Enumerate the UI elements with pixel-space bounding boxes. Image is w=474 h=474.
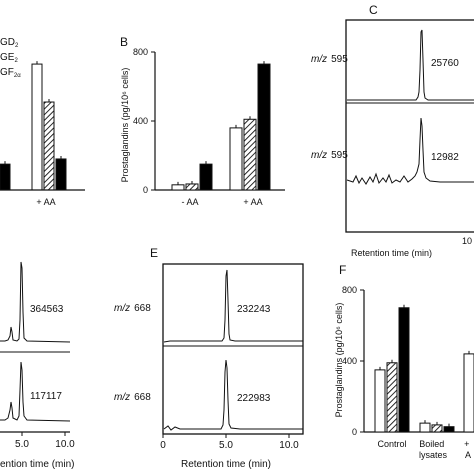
panel-f-bar-control-open [374,369,386,433]
panel-e-trace-1 [163,269,303,343]
panel-b: B Prostaglandins (pg/10⁶ cells) 0 400 80… [120,35,285,207]
panel-b-bar-minus-aa-hatched [185,183,199,191]
legend-gf2a: GF2α [0,67,21,79]
panel-d: 364563 117117 5.0 10.0 ention time (min) [0,261,75,470]
panel-a-bars [0,61,67,191]
panel-d-xtick-5: 5.0 [15,439,29,450]
panel-f-xcat-boiled-line1: Boiled [419,439,444,449]
panel-c-letter: C [369,3,378,17]
panel-c-xtick-10: 10 [462,236,472,246]
panel-e-area-2: 222983 [237,393,271,404]
panel-f-ytick-0: 0 [352,427,357,437]
panel-a-bar-plus-aa-hatched [43,101,55,191]
panel-c-mz-2: m/z 595 [311,150,348,161]
panel-a-bar-plus-aa-open [31,63,43,191]
panel-c-area-2: 12982 [431,152,459,163]
panel-b-bar-plus-aa-hatched [243,118,257,191]
panel-f-ytick-800: 800 [342,285,357,295]
panel-b-letter: B [120,35,128,49]
panel-f-bar-control-black [398,307,410,433]
panel-a-xcat: + AA [36,197,55,207]
panel-e-xtick-5: 5.0 [219,440,233,451]
panel-f-xcat-plus: + A [464,439,472,460]
panel-e-xtick-0: 0 [160,440,166,451]
panel-f-bar-boiled-black [443,426,455,433]
panel-c-trace-2 [346,117,474,185]
panel-d-trace-1 [0,261,71,343]
panel-f-letter: F [339,263,346,277]
panel-e-letter: E [150,246,158,260]
panel-d-trace-2 [0,361,71,422]
panel-a-legend: GD2 GE2 GF2α [0,37,21,79]
panel-c-area-1: 25760 [431,58,459,69]
panel-c-xlabel: Retention time (min) [351,248,432,258]
panel-b-ytick-800: 800 [133,47,148,57]
panel-b-bar-plus-aa-open [229,127,243,191]
panel-c-frame [345,19,474,233]
panel-e-xlabel: Retention time (min) [181,459,271,470]
panel-c-trace-1 [347,29,474,101]
panel-a-bar-plus-aa-black [55,158,67,191]
legend-gd2: GD2 [0,37,19,49]
panel-e: E m/z 668 m/z 668 232243 222983 0 5.0 10.0… [114,246,304,470]
panel-b-ylabel: Prostaglandins (pg/10⁶ cells) [120,68,130,183]
panel-b-ytick-0: 0 [143,185,148,195]
panel-b-ytick-400: 400 [133,116,148,126]
panel-d-xlabel: ention time (min) [0,459,74,470]
panel-b-xcat-minus-aa: - AA [181,197,198,207]
panel-c-mz-1: m/z 595 [311,54,348,65]
panel-f-xcat-plus-line1: + [464,439,469,449]
panel-f: F Prostaglandins (pg/10⁶ cells) 0 400 80… [334,263,474,460]
panel-d-xtick-10: 10.0 [55,439,75,450]
panel-f-ytick-400: 400 [342,356,357,366]
legend-ge2: GE2 [0,52,18,64]
panel-b-bars [171,61,271,191]
panel-f-xcat-control: Control [377,439,406,449]
panel-b-yticks: 0 400 800 [133,47,155,195]
panel-f-bar-plus-open [463,353,474,433]
panel-e-mz-2: m/z 668 [114,392,151,403]
panel-f-bar-control-hatched [386,362,398,433]
panel-d-area-2: 117117 [30,391,62,402]
panel-a: GD2 GE2 GF2α + AA [0,37,85,207]
panel-f-bar-boiled-open [419,422,431,433]
panel-e-xtick-10: 10.0 [279,440,299,451]
panel-f-xcat-boiled: Boiled lysates [419,439,448,460]
panel-e-trace-2 [163,359,303,431]
panel-d-area-1: 364563 [30,304,64,315]
panel-a-bar-minus-aa-black [0,163,11,191]
panel-b-bar-minus-aa-black [199,163,213,191]
panel-f-xcat-plus-line2: A [465,450,471,460]
panel-c: C m/z 595 m/z 595 25760 12982 10 Retention… [311,3,474,258]
panel-e-mz-1: m/z 668 [114,303,151,314]
panel-f-yticks: 0 400 800 [342,285,364,437]
panel-f-xcat-boiled-line2: lysates [419,450,448,460]
panel-b-xcat-plus-aa: + AA [243,197,262,207]
panel-e-area-1: 232243 [237,304,271,315]
panel-b-bar-minus-aa-open [171,184,185,191]
panel-f-bar-boiled-hatched [431,424,443,433]
panel-f-ylabel: Prostaglandins (pg/10⁶ cells) [334,303,344,418]
panel-e-frame [162,263,304,435]
panel-f-bars [374,304,474,433]
panel-b-bar-plus-aa-black [257,63,271,191]
